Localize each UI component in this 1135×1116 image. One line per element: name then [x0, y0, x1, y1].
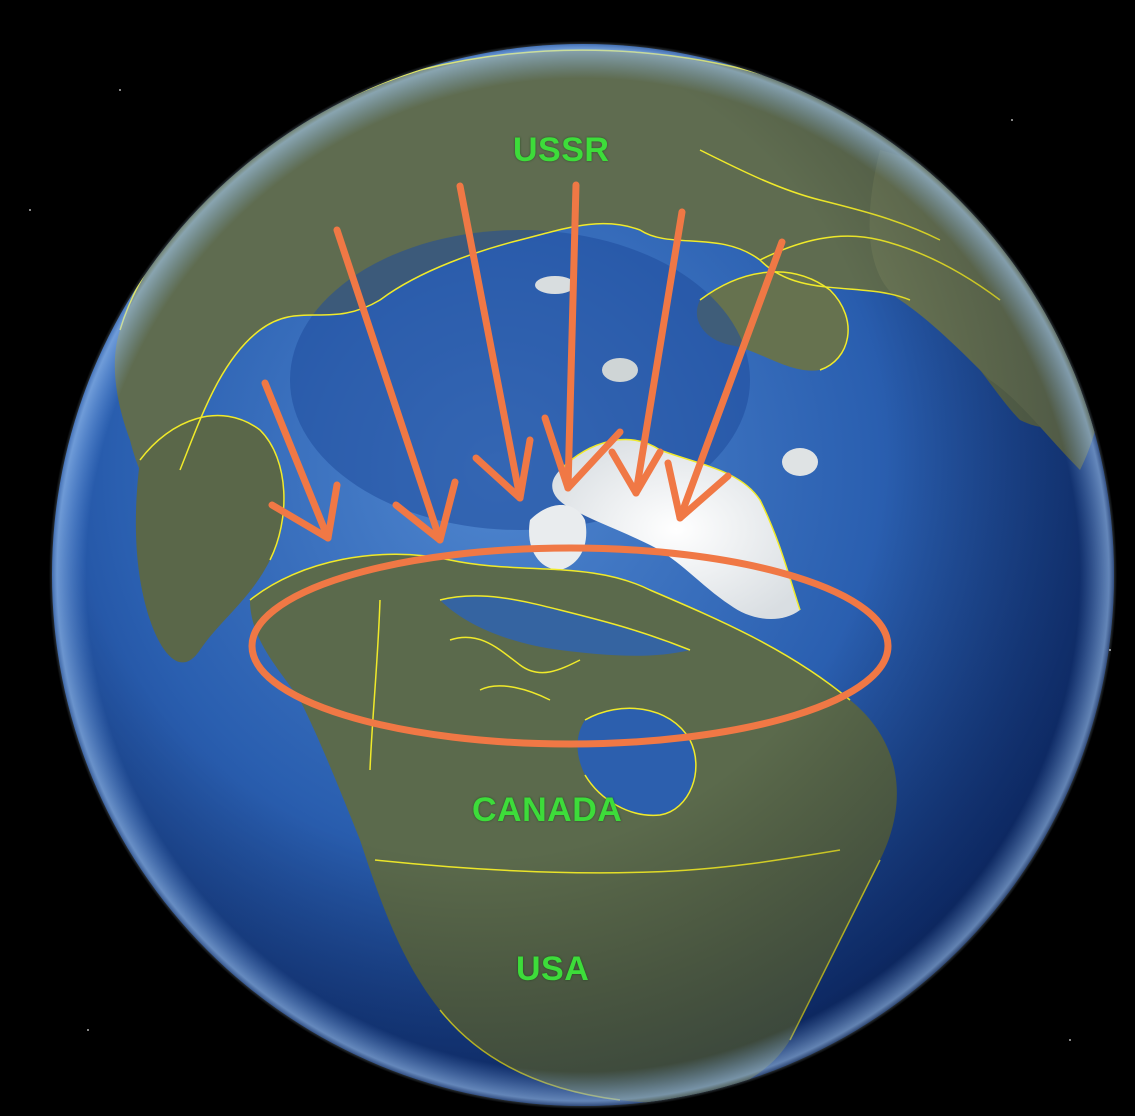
arrow-down-icon [456, 182, 534, 502]
arrow-down-icon [541, 181, 624, 492]
label-canada: CANADA [472, 791, 623, 829]
atmosphere-glow [49, 41, 1117, 1109]
arrow-down-icon [261, 379, 341, 542]
arrow-down-icon [333, 226, 459, 544]
label-ussr: USSR [513, 131, 610, 169]
arrow-down-icon [608, 208, 686, 497]
arrow-down-icon [664, 238, 786, 522]
globe [49, 41, 1117, 1109]
highlight-ellipse [248, 544, 892, 748]
annotation-arrows [261, 181, 786, 544]
label-usa: USA [516, 950, 590, 988]
